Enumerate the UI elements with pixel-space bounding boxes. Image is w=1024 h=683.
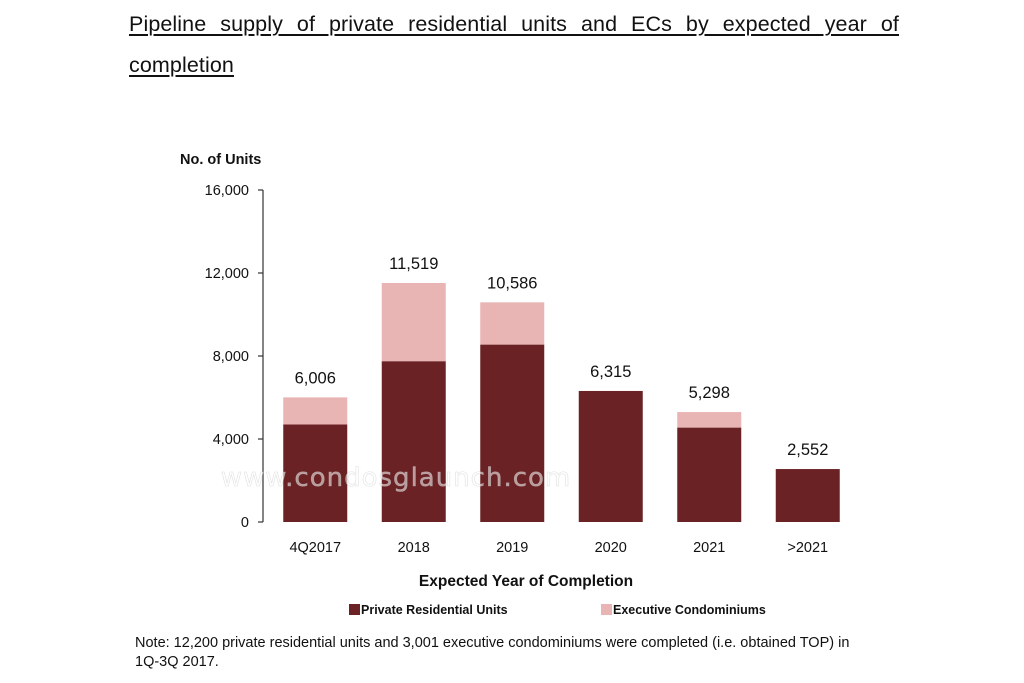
bar-executive-condominiums — [480, 302, 545, 345]
x-tick-label: 4Q2017 — [289, 540, 341, 556]
x-tick-label: 2021 — [693, 540, 725, 556]
bar-total-label: 6,006 — [295, 369, 336, 387]
x-tick-label: 2020 — [595, 540, 627, 556]
x-tick-label: 2018 — [398, 540, 430, 556]
x-axis: 4Q2017 2018 2019 2020 2021 >2021 — [289, 540, 828, 556]
y-axis: 0 4,000 8,000 12,000 16,000 — [205, 183, 264, 531]
bar-private-residential — [775, 469, 840, 522]
watermark: www.condosglaunch.com — [221, 463, 572, 493]
bar-private-residential — [283, 424, 348, 522]
bar-private-residential — [578, 390, 643, 522]
bar-private-residential — [381, 361, 446, 522]
legend-swatch-ec — [601, 604, 612, 615]
x-tick-label: >2021 — [787, 540, 828, 556]
y-axis-title: No. of Units — [180, 152, 261, 168]
legend-label-ec: Executive Condominiums — [613, 603, 766, 617]
y-tick-label: 12,000 — [205, 266, 249, 282]
bar-total-label: 11,519 — [389, 255, 438, 273]
bar-executive-condominiums — [283, 397, 348, 425]
bars-group — [283, 282, 840, 522]
legend-swatch-private — [349, 604, 360, 615]
page-title: Pipeline supply of private residential u… — [129, 12, 899, 77]
y-tick-label: 8,000 — [213, 349, 249, 365]
bar-total-label: 6,315 — [590, 363, 631, 381]
bar-total-label: 2,552 — [787, 441, 828, 459]
x-axis-title: Expected Year of Completion — [419, 573, 633, 590]
legend: Private Residential Units Executive Condo… — [349, 603, 766, 617]
x-tick-label: 2019 — [496, 540, 528, 556]
bar-executive-condominiums — [381, 282, 446, 362]
legend-label-private: Private Residential Units — [361, 603, 508, 617]
bar-executive-condominiums — [677, 412, 742, 428]
bar-private-residential — [677, 427, 742, 522]
bar-total-label: 5,298 — [689, 384, 730, 402]
y-tick-label: 0 — [241, 515, 249, 531]
y-tick-label: 16,000 — [205, 183, 249, 199]
y-tick-label: 4,000 — [213, 432, 249, 448]
bar-total-label: 10,586 — [487, 274, 537, 292]
total-labels-group: 6,006 11,519 10,586 6,315 5,298 2,552 — [295, 255, 829, 459]
footnote: Note: 12,200 private residential units a… — [135, 635, 850, 670]
bar-private-residential — [480, 344, 545, 522]
